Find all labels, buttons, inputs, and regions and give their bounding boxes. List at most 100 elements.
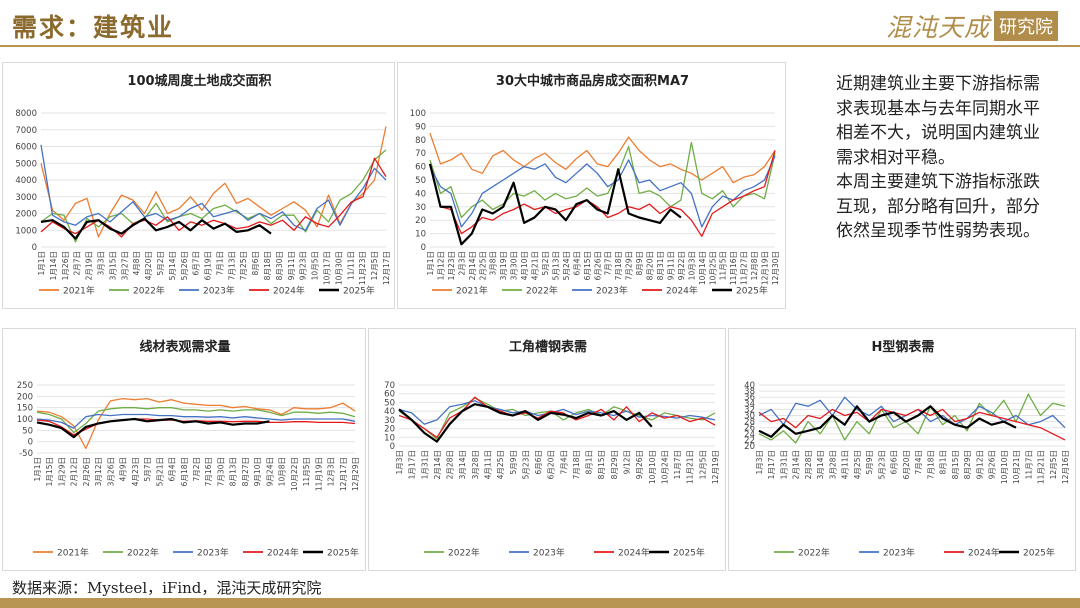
x-tick-label: 7月30日 (216, 457, 225, 486)
x-tick-label: 11月21日 (686, 450, 695, 484)
y-tick-label: 0 (28, 438, 33, 448)
chart-title: 工角槽钢表需 (509, 339, 587, 355)
legend-label: 2022年 (798, 547, 830, 559)
x-tick-label: 7月18日 (614, 251, 623, 280)
data-source: 数据来源：Mysteel，iFind，混沌天成研究院 (12, 579, 322, 597)
x-tick-label: 3月28日 (471, 450, 480, 479)
x-tick-label: 7月25日 (239, 251, 248, 280)
x-tick-label: 1月26日 (61, 251, 70, 280)
x-tick-label: 5月7日 (143, 457, 152, 482)
x-tick-label: 1月31日 (420, 450, 429, 479)
x-tick-label: 1月1日 (33, 457, 42, 482)
x-tick-label: 11月27日 (740, 251, 749, 285)
x-tick-label: 3月30日 (510, 251, 519, 280)
x-tick-label: 12月5日 (370, 251, 379, 280)
x-tick-label: 1月23日 (447, 251, 456, 280)
y-tick-label: 60 (415, 163, 426, 173)
x-tick-label: 10月21日 (1012, 450, 1021, 484)
series-line-2025年 (36, 417, 270, 439)
series-line-2022年 (398, 397, 716, 440)
x-tick-label: 2月3日 (457, 251, 466, 276)
series-line-2025年 (758, 405, 1017, 438)
x-tick-label: 1月1日 (37, 251, 46, 276)
x-tick-label: 11月19日 (314, 457, 323, 491)
x-tick-label: 8月15日 (597, 450, 606, 479)
x-tick-label: 5月14日 (168, 251, 177, 280)
y-tick-label: -50 (19, 449, 33, 459)
x-tick-label: 6月4日 (572, 251, 581, 276)
footer-rule (0, 598, 1080, 608)
x-tick-label: 9月11日 (666, 251, 675, 280)
x-tick-label: 10月10日 (1000, 450, 1009, 484)
chart-panel-wire: 线材表观需求量 -50 0 50 100 150 200 250 1月1日 1月15日 1月29日 2… (2, 328, 366, 571)
x-tick-label: 11月5日 (302, 457, 311, 486)
x-tick-label: 2月28日 (804, 450, 813, 479)
y-tick-label: 0 (421, 243, 426, 253)
x-tick-label: 3月8日 (489, 251, 498, 276)
legend-label: 2022年 (526, 285, 558, 297)
commentary-p2: 本周主要建筑下游指标涨跌互现，部分略有回升，部分依然呈现季节性弱势表现。 (836, 172, 1040, 241)
y-tick-label: 36 (744, 393, 755, 403)
legend-label: 2022年 (127, 547, 159, 559)
legend-label: 2021年 (63, 285, 95, 297)
legend-label: 2021年 (456, 285, 488, 297)
series-line-2024年 (40, 157, 387, 238)
x-tick-label: 11月16日 (729, 251, 738, 285)
header-rule (0, 45, 1080, 47)
x-tick-label: 6月6日 (534, 450, 543, 475)
x-tick-label: 6月26日 (593, 251, 602, 280)
x-tick-label: 2月12日 (70, 457, 79, 486)
y-tick-label: 70 (384, 381, 395, 391)
x-tick-label: 1月14日 (49, 251, 58, 280)
legend-label: 2023年 (533, 547, 565, 559)
x-tick-label: 8月1日 (939, 450, 948, 475)
y-tick-label: 28 (744, 418, 755, 428)
x-tick-label: 2月14日 (792, 450, 801, 479)
y-tick-label: 40 (744, 381, 755, 391)
y-tick-label: 0 (32, 243, 37, 253)
legend-label: 2025年 (327, 547, 359, 559)
logo-badge: 研究院 (994, 11, 1058, 41)
x-tick-label: 7月1日 (215, 251, 224, 276)
x-tick-label: 12月29日 (351, 457, 360, 491)
x-tick-label: 6月20日 (547, 450, 556, 479)
x-tick-label: 5月13日 (551, 251, 560, 280)
logo-text: 混沌天成 (885, 13, 990, 42)
chart-panel-land: 100城周度土地成交面积 0 1000 2000 3000 4000 5000 6000 700… (2, 62, 395, 309)
x-tick-label: 9月22日 (677, 251, 686, 280)
x-tick-label: 7月13日 (227, 251, 236, 280)
x-tick-label: 11月23日 (358, 251, 367, 285)
y-tick-label: 20 (744, 442, 755, 452)
x-tick-label: 5月2日 (156, 251, 165, 276)
y-tick-label: 7000 (15, 126, 37, 136)
x-tick-label: 7月29日 (625, 251, 634, 280)
series-line-2021年 (429, 132, 776, 184)
y-tick-label: 10 (415, 230, 426, 240)
x-tick-label: 12月3日 (327, 457, 336, 486)
series-line-2023年 (40, 144, 387, 231)
x-tick-label: 5月26日 (180, 251, 189, 280)
legend-label: 2021年 (57, 547, 89, 559)
x-tick-label: 3月26日 (106, 457, 115, 486)
x-tick-label: 9月12日 (975, 450, 984, 479)
y-tick-label: 100 (410, 109, 426, 119)
x-tick-label: 12月5日 (698, 450, 707, 479)
x-tick-label: 12月17日 (339, 457, 348, 491)
x-tick-label: 8月31日 (656, 251, 665, 280)
y-tick-label: 30 (415, 203, 426, 213)
x-tick-label: 7月18日 (572, 450, 581, 479)
y-tick-label: 10 (384, 433, 395, 443)
x-tick-label: 11月7日 (673, 450, 682, 479)
x-tick-label: 3月27日 (120, 251, 129, 280)
x-tick-label: 10月8日 (278, 457, 287, 486)
legend-label: 2024年 (666, 285, 698, 297)
y-tick-label: 4000 (15, 176, 37, 186)
legend-label: 2023年 (596, 285, 628, 297)
y-tick-label: 50 (22, 426, 33, 436)
legend-label: 2025年 (343, 285, 375, 297)
series-line-2025年 (40, 217, 272, 240)
x-tick-label: 10月24日 (660, 450, 669, 484)
y-tick-label: 20 (415, 216, 426, 226)
x-tick-label: 12月8日 (750, 251, 759, 280)
